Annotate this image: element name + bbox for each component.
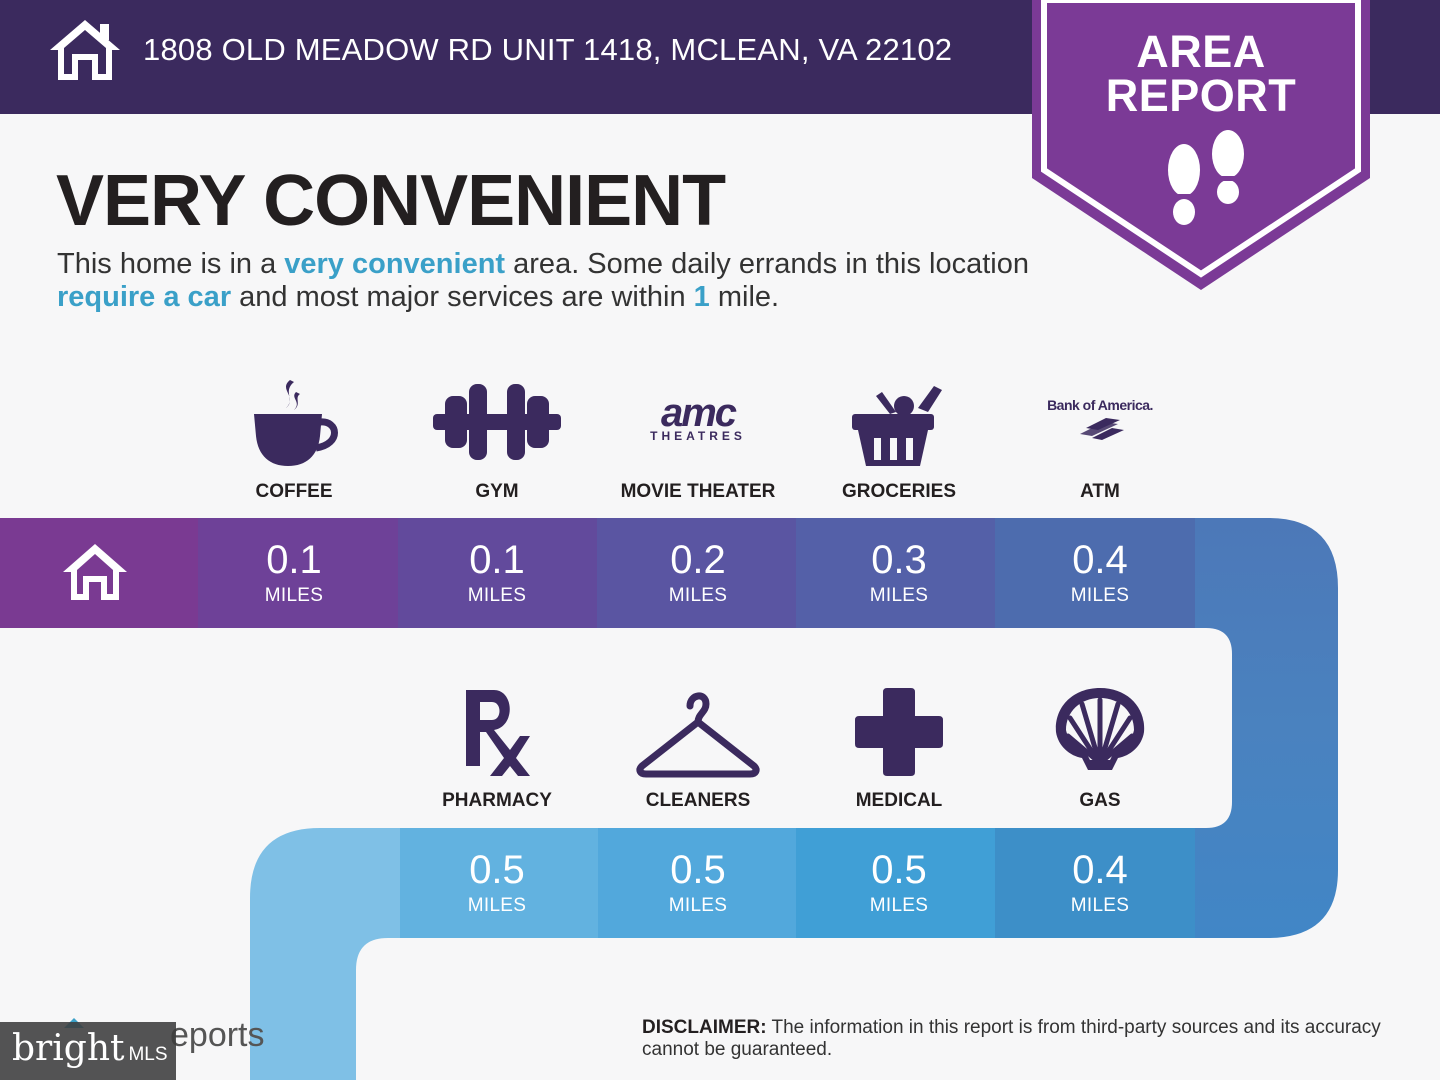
path-segment [400, 828, 598, 938]
distance-cleaners: 0.5 MILES [598, 828, 798, 938]
medical-item [799, 688, 999, 776]
distance-value: 0.1 [469, 538, 525, 582]
distance-unit: MILES [264, 585, 324, 606]
distance-value: 0.4 [1072, 848, 1128, 892]
distance-pharmacy: 0.5 MILES [397, 828, 597, 938]
distance-value: 0.5 [670, 848, 726, 892]
category-label-medical: MEDICAL [855, 790, 943, 811]
distance-gas: 0.4 MILES [1000, 828, 1200, 938]
page-title: VERY CONVENIENT [56, 161, 726, 241]
category-label-atm: ATM [1080, 481, 1120, 502]
summary-part: mile. [709, 281, 780, 313]
coffee-cup-icon [254, 380, 338, 466]
summary-highlight: 1 [693, 281, 710, 313]
category-label-gym: GYM [475, 481, 519, 502]
gym-item [397, 384, 597, 460]
disclaimer-label: DISCLAIMER: [642, 1017, 767, 1038]
hanger-icon [636, 692, 760, 778]
medical-cross-icon [855, 688, 943, 776]
summary-part: This home is in a [57, 248, 285, 280]
bank-of-america-logo: Bank of America. [1047, 397, 1153, 440]
path-segment [796, 828, 995, 938]
badge-line-1: AREA [1136, 26, 1266, 77]
dumbbell-icon [433, 384, 561, 460]
distance-value: 0.5 [871, 848, 927, 892]
brand-name: eports [170, 1016, 265, 1054]
distance-value: 0.3 [871, 538, 927, 582]
amc-theatres-logo: amc THEATRES [650, 392, 746, 443]
summary-highlight: require a car [57, 281, 232, 313]
distance-medical: 0.5 MILES [799, 828, 999, 938]
distance-unit: MILES [467, 895, 527, 916]
disclaimer: DISCLAIMER: The information in this repo… [642, 1017, 1402, 1061]
boa-logo-text: Bank of America. [1047, 397, 1153, 413]
gas-item [1000, 684, 1200, 774]
amc-logo-main: amc [661, 392, 737, 435]
summary-text: This home is in a very convenient area. … [57, 248, 1037, 314]
path-segment [796, 518, 995, 628]
distance-unit: MILES [869, 895, 929, 916]
category-label-cleaners: CLEANERS [645, 790, 751, 811]
amc-logo-sub: THEATRES [650, 429, 746, 443]
house-icon [50, 20, 120, 80]
distance-groceries: 0.3 MILES [799, 518, 999, 628]
distance-unit: MILES [1070, 585, 1130, 606]
path-segment [398, 518, 597, 628]
movie-theater-item: amc THEATRES [598, 392, 798, 448]
distance-value: 0.5 [469, 848, 525, 892]
distance-gym: 0.1 MILES [397, 518, 597, 628]
distance-unit: MILES [668, 585, 728, 606]
home-start-icon [63, 544, 127, 600]
grocery-basket-icon [852, 386, 942, 466]
groceries-item [800, 378, 1000, 468]
summary-highlight: very convenient [284, 248, 506, 280]
disclaimer-text: The information in this report is from t… [642, 1017, 1381, 1060]
distance-unit: MILES [467, 585, 527, 606]
distance-coffee: 0.1 MILES [194, 518, 394, 628]
category-label-coffee: COFFEE [255, 481, 333, 502]
path-segment [995, 828, 1195, 938]
summary-part: area. Some daily errands in this locatio… [505, 248, 1029, 280]
watermark-sub: MLS [128, 1044, 168, 1065]
pharmacy-item [397, 688, 597, 778]
distance-unit: MILES [668, 895, 728, 916]
path-segment [198, 518, 398, 628]
bright-mls-watermark: bright MLS [0, 1022, 176, 1080]
atm-item: Bank of America. [1000, 394, 1200, 444]
distance-unit: MILES [1070, 895, 1130, 916]
category-label-groceries: GROCERIES [841, 481, 957, 502]
category-label-gas: GAS [1079, 790, 1121, 811]
cleaners-item [598, 688, 798, 778]
watermark-main: bright [12, 1028, 125, 1069]
coffee-item [194, 378, 394, 468]
category-label-pharmacy: PHARMACY [442, 790, 552, 811]
path-segment [598, 828, 796, 938]
footprints-icon [1166, 130, 1246, 225]
summary-part: and most major services are within [231, 281, 694, 313]
distance-movie-theater: 0.2 MILES [598, 518, 798, 628]
rx-icon [466, 690, 530, 776]
badge-title: AREA REPORT [1030, 26, 1372, 121]
distance-value: 0.4 [1072, 538, 1128, 582]
shell-icon [1055, 688, 1145, 770]
badge-line-2: REPORT [1105, 70, 1297, 121]
distance-value: 0.2 [670, 538, 726, 582]
distance-unit: MILES [869, 585, 929, 606]
path-segment [995, 518, 1195, 628]
distance-atm: 0.4 MILES [1000, 518, 1200, 628]
area-report-badge [1032, 0, 1370, 290]
property-address: 1808 OLD MEADOW RD UNIT 1418, MCLEAN, VA… [143, 32, 953, 67]
path-segment [597, 518, 796, 628]
distance-value: 0.1 [266, 538, 322, 582]
category-label-movie-theater: MOVIE THEATER [620, 481, 776, 502]
